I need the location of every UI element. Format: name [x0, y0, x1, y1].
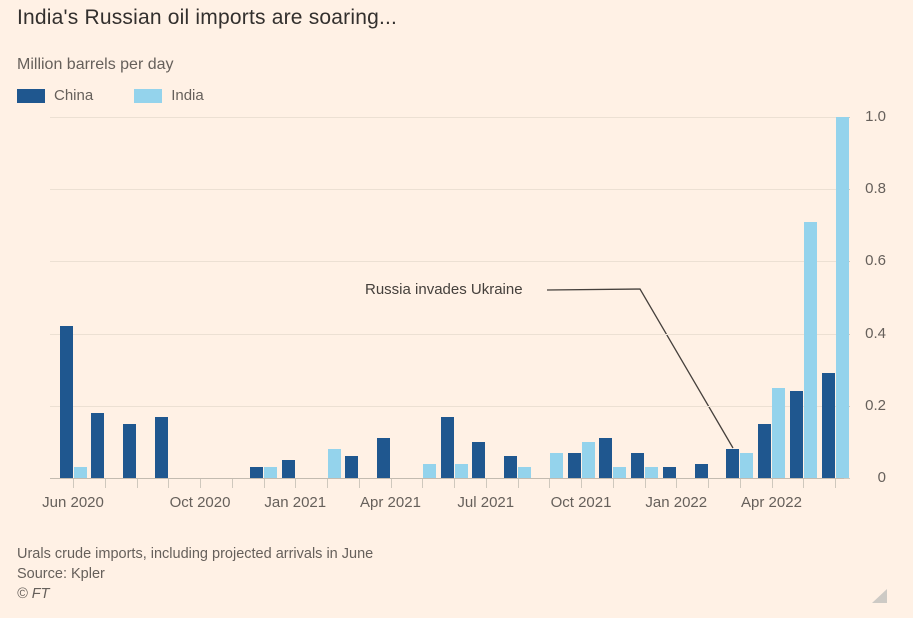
chart-subtitle: Million barrels per day [17, 56, 174, 73]
gridline [50, 261, 849, 263]
x-axis-tick [581, 479, 582, 488]
bar-india-Feb-2021 [327, 449, 341, 478]
gridline [50, 117, 849, 118]
x-axis-tick [644, 479, 646, 488]
x-axis-tick [390, 479, 392, 488]
x-axis-tick [136, 479, 138, 488]
x-axis-tick [708, 479, 709, 488]
x-axis-label: Apr 2021 [360, 494, 421, 511]
x-axis-line [50, 478, 849, 479]
ft-copyright: © FT [17, 586, 50, 602]
bar-china-Dec-2020 [250, 467, 263, 478]
bar-india-Dec-2020 [264, 467, 277, 478]
y-axis-label: 0 [877, 469, 886, 486]
y-axis-label: 1.0 [865, 108, 886, 125]
x-axis-label: Jul 2021 [457, 494, 515, 511]
x-axis-tick [549, 479, 551, 488]
bar-india-Oct-2021 [581, 442, 595, 478]
x-axis-label: Jan 2022 [645, 494, 708, 511]
china-color-swatch [17, 88, 45, 103]
y-axis-label: 0.6 [865, 252, 886, 270]
x-axis-tick [295, 479, 297, 488]
bar-china-Feb-2022 [694, 464, 708, 478]
bar-india-Jun-2022 [835, 117, 849, 478]
x-axis-tick [263, 479, 265, 488]
x-axis-tick [771, 479, 773, 488]
bar-india-Dec-2021 [645, 467, 658, 478]
legend-item-india: India [134, 87, 204, 104]
gridline [50, 405, 849, 407]
y-axis-label: 0.2 [865, 396, 886, 414]
bar-india-Jun-2020 [73, 467, 87, 478]
bar-china-Jun-2021 [440, 417, 454, 478]
x-axis-tick [676, 479, 678, 488]
bar-china-Aug-2021 [504, 456, 517, 478]
chart-note: Urals crude imports, including projected… [17, 546, 374, 562]
bar-india-May-2021 [422, 464, 436, 478]
x-axis-tick [200, 479, 201, 488]
bar-china-Sep-2020 [154, 417, 168, 478]
y-axis-label: 0.8 [865, 180, 886, 198]
x-axis-tick [739, 479, 741, 488]
legend-item-china: China [17, 87, 93, 104]
bar-china-May-2022 [789, 391, 803, 478]
bar-china-Oct-2021 [567, 453, 581, 478]
x-axis-tick [358, 479, 360, 488]
x-axis-tick [454, 479, 455, 488]
bar-china-Apr-2021 [377, 438, 390, 478]
x-axis-tick [612, 479, 614, 488]
india-color-swatch [134, 88, 163, 103]
x-axis-label: Oct 2021 [550, 494, 612, 511]
bar-china-Aug-2020 [123, 424, 136, 478]
bar-india-May-2022 [803, 222, 817, 478]
bar-china-Jul-2020 [91, 413, 105, 478]
x-axis-label: Oct 2020 [169, 494, 231, 511]
bar-china-Mar-2022 [726, 449, 740, 478]
x-axis-tick [835, 479, 836, 488]
bar-china-Dec-2021 [631, 453, 644, 478]
bar-india-Sep-2021 [549, 453, 563, 478]
bar-china-Nov-2021 [599, 438, 613, 478]
bar-india-Jun-2021 [454, 464, 468, 478]
bar-india-Apr-2022 [772, 388, 785, 478]
x-axis-tick [327, 479, 328, 488]
x-axis-label: Jan 2021 [264, 494, 327, 511]
bar-india-Aug-2021 [518, 467, 531, 478]
x-axis-tick [73, 479, 74, 488]
x-axis-tick [517, 479, 519, 488]
y-axis-tick [844, 478, 850, 479]
resize-handle[interactable] [872, 589, 887, 603]
legend-label-india: India [171, 87, 204, 104]
x-axis-tick [168, 479, 170, 488]
x-axis-tick [231, 479, 233, 488]
bar-china-Jan-2022 [662, 467, 676, 478]
annotation-text: Russia invades Ukraine [365, 281, 523, 298]
bar-india-Mar-2022 [740, 453, 754, 478]
gridline [50, 333, 849, 335]
x-axis-label: Jun 2020 [42, 494, 104, 511]
chart-source: Source: Kpler [17, 566, 105, 582]
chart-footer: Urals crude imports, including projected… [17, 544, 373, 604]
legend: China India [17, 87, 204, 104]
bar-china-Jun-2022 [821, 373, 835, 478]
gridline [50, 189, 849, 191]
bar-china-Apr-2022 [758, 424, 771, 478]
chart-title: India's Russian oil imports are soaring.… [17, 6, 398, 29]
x-axis-tick [485, 479, 487, 488]
legend-label-china: China [54, 87, 94, 104]
bar-china-Jan-2021 [281, 460, 295, 478]
x-axis-label: Apr 2022 [741, 494, 802, 511]
bar-china-Jul-2021 [472, 442, 486, 478]
x-axis-tick [803, 479, 805, 488]
bar-india-Nov-2021 [613, 467, 627, 478]
x-axis-tick [422, 479, 424, 488]
bar-china-Mar-2021 [345, 456, 359, 478]
x-axis-tick [104, 479, 106, 488]
y-axis-label: 0.4 [865, 324, 886, 342]
bar-china-Jun-2020 [59, 326, 73, 478]
